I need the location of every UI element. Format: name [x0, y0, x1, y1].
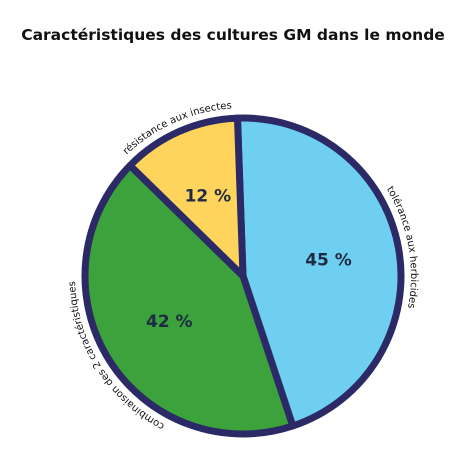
chart-title: Caractéristiques des cultures GM dans le… — [21, 26, 445, 44]
slice-value-label: 45 % — [305, 251, 352, 271]
pie-slice-resistance-aux-insectes — [126, 114, 247, 280]
slice-value-label: 12 % — [185, 187, 232, 207]
pie-slice-combinaison-des-2-caracteristiques — [81, 162, 297, 438]
pie-slice-tolerance-aux-herbicides — [233, 114, 405, 430]
slice-value-label: 42 % — [146, 312, 193, 332]
